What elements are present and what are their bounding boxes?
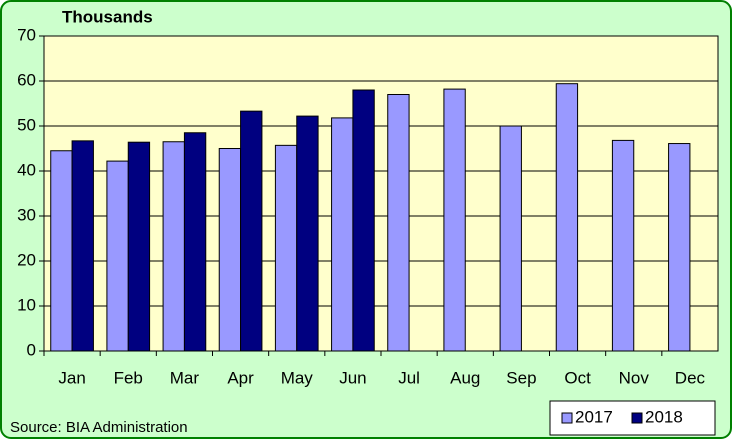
legend-label: 2017 (575, 407, 613, 426)
bar (611, 139, 635, 352)
bar (162, 141, 185, 352)
x-tick-label: Aug (450, 368, 480, 387)
x-tick-label: Feb (114, 368, 143, 387)
y-tick-label: 60 (17, 70, 36, 89)
x-tick-label: Mar (170, 368, 200, 387)
legend-swatch (561, 412, 573, 424)
bar (71, 140, 94, 352)
bar (555, 83, 579, 352)
bar (387, 94, 410, 352)
plot-area (43, 35, 719, 352)
y-tick-label: 40 (17, 160, 36, 179)
x-tick-label: Jan (58, 368, 85, 387)
bar (274, 144, 298, 352)
source-note: Source: BIA Administration (10, 419, 188, 436)
bar (50, 150, 73, 352)
bar (240, 110, 263, 352)
x-tick-label: Jul (398, 368, 420, 387)
bar (296, 115, 319, 352)
x-tick-label: Sep (506, 368, 536, 387)
bar (499, 125, 522, 352)
y-tick-label: 50 (17, 115, 36, 134)
legend-swatch (631, 412, 643, 424)
legend-label: 2018 (645, 407, 683, 426)
x-tick-label: Dec (675, 368, 706, 387)
x-tick-label: May (281, 368, 314, 387)
bar (183, 132, 207, 352)
x-tick-label: Jun (339, 368, 366, 387)
bar (352, 89, 375, 352)
bar (668, 143, 691, 352)
bar (443, 88, 466, 352)
y-tick-label: 20 (17, 250, 36, 269)
y-tick-label: 10 (17, 295, 36, 314)
bar (106, 160, 129, 352)
bar (331, 117, 354, 352)
x-tick-label: Nov (619, 368, 650, 387)
bar (127, 141, 151, 352)
y-tick-label: 0 (27, 340, 36, 359)
y-tick-label: 30 (17, 205, 36, 224)
chart-title: Thousands (62, 7, 153, 26)
x-tick-label: Apr (227, 368, 254, 387)
y-tick-label: 70 (17, 25, 36, 44)
bar (218, 148, 242, 352)
x-tick-label: Oct (564, 368, 591, 387)
